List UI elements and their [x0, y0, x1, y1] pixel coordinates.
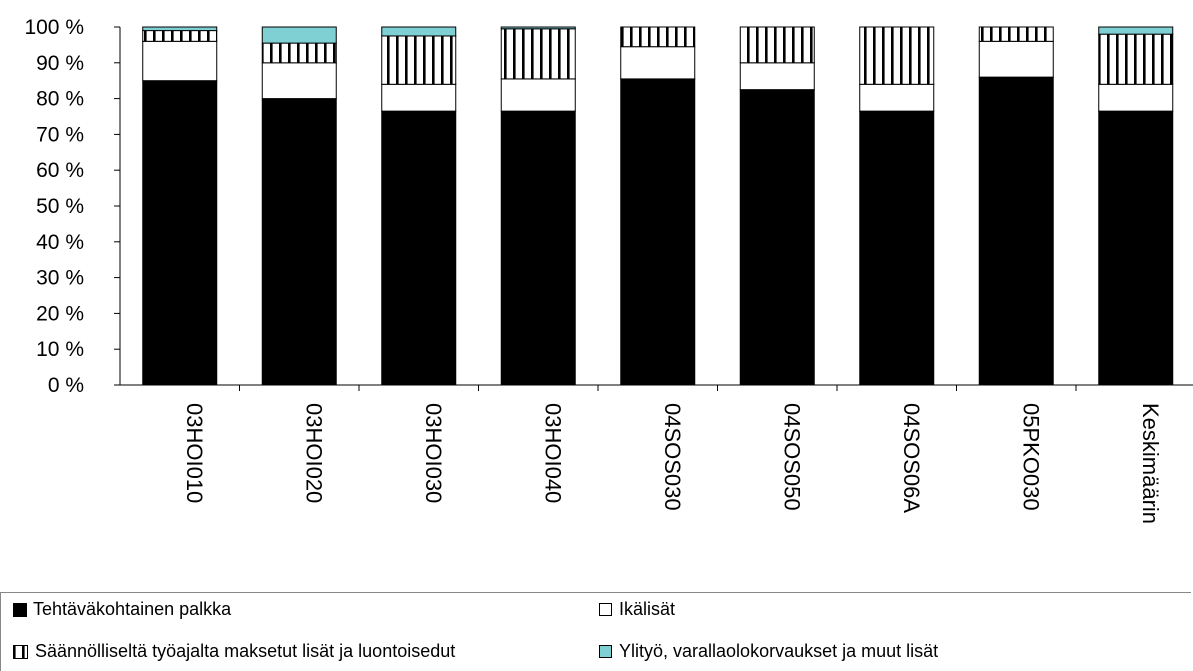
bar-segment [620, 26, 696, 48]
bar-segment [859, 110, 935, 386]
legend-swatch-cyan [599, 644, 612, 658]
bar-segment [739, 26, 815, 64]
x-category-label: 04SOS030 [660, 403, 685, 511]
x-category-label: 03HOI020 [301, 403, 326, 503]
y-tick-label: 10 % [36, 338, 84, 361]
bar-segment [261, 62, 337, 100]
bar-segment [381, 35, 457, 85]
bar-segment [1098, 110, 1174, 386]
legend-item: Ikälisät [599, 599, 675, 620]
bar-segment [500, 26, 576, 30]
bar-segment [381, 26, 457, 37]
y-tick-label: 100 % [24, 16, 84, 39]
stacked-bar-chart: 0 % 10 % 20 % 30 % 40 % 50 % 60 % 70 % 80 % 90 % 1… [24, 16, 1193, 524]
y-tick-label: 80 % [36, 88, 84, 111]
x-category-label: Keskimäärin [1138, 403, 1163, 524]
bar-segment [500, 28, 576, 80]
y-tick-label: 0 % [48, 374, 84, 397]
bar-segment [978, 76, 1054, 386]
x-category-label: 03HOI040 [540, 403, 565, 503]
bar-segment [261, 98, 337, 386]
bar-segment [500, 78, 576, 112]
y-tick-label: 40 % [36, 231, 84, 254]
bar-segment [1098, 33, 1174, 85]
bar-segment [859, 83, 935, 112]
legend-label: Tehtäväkohtainen palkka [33, 599, 232, 619]
y-tick-label: 50 % [36, 195, 84, 218]
legend-swatch-black [13, 602, 27, 617]
legend-item: Ylityö, varallaolokorvaukset ja muut lis… [599, 641, 938, 662]
y-tick-label: 60 % [36, 159, 84, 182]
y-tick-label: 20 % [36, 302, 84, 325]
y-tick-label: 30 % [36, 267, 84, 290]
legend-item: Tehtäväkohtainen palkka [13, 599, 231, 620]
legend-swatch-stripes [13, 644, 28, 659]
bar-segment [381, 83, 457, 112]
bar-segment [142, 26, 218, 32]
legend-item: Säännölliseltä työajalta maksetut lisät … [13, 641, 455, 662]
x-category-label: 04SOS06A [899, 403, 924, 513]
legend-label: Ylityö, varallaolokorvaukset ja muut lis… [619, 641, 939, 661]
bar-segment [142, 80, 218, 386]
legend-label: Ikälisät [619, 599, 676, 619]
bar-segment [739, 89, 815, 386]
bar-segment [1098, 26, 1174, 35]
bar-segment [261, 26, 337, 44]
bar-segment [978, 26, 1054, 42]
y-tick-label: 90 % [36, 52, 84, 75]
x-category-label: 05PKO030 [1018, 403, 1043, 511]
x-category-label: 03HOI010 [182, 403, 207, 503]
bar-segment [261, 42, 337, 64]
bar-segment [620, 46, 696, 80]
bar-segment [859, 26, 935, 85]
legend-swatch-white [599, 602, 612, 616]
bar-segment [739, 62, 815, 91]
legend: Tehtäväkohtainen palkka Ikälisät Säännöl… [0, 592, 1191, 671]
bar-segment [142, 40, 218, 82]
x-category-label: 03HOI030 [421, 403, 446, 503]
bar-segment [500, 110, 576, 386]
bar-segment [142, 30, 218, 42]
y-tick-label: 70 % [36, 123, 84, 146]
bar-segment [620, 78, 696, 386]
bar-segment [1098, 83, 1174, 112]
bar-segment [978, 40, 1054, 78]
legend-label: Säännölliseltä työajalta maksetut lisät … [35, 641, 456, 661]
x-category-label: 04SOS050 [779, 403, 804, 511]
bar-segment [381, 110, 457, 386]
